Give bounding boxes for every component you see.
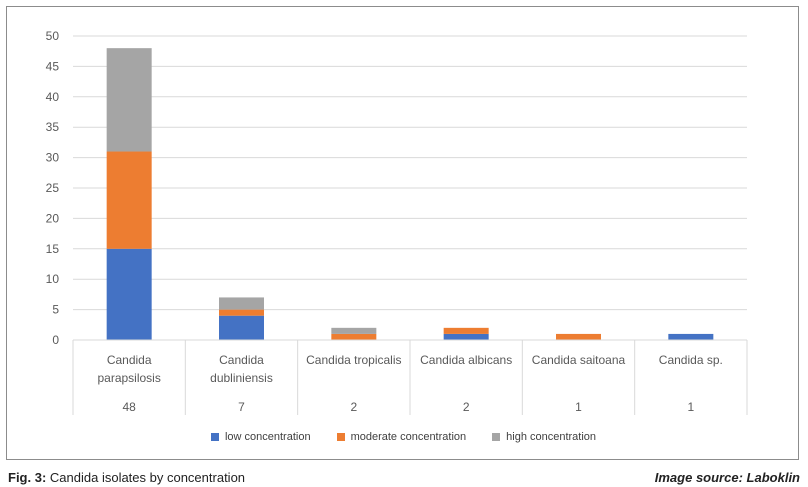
bar-segment xyxy=(106,248,152,340)
y-tick-label: 15 xyxy=(46,242,60,256)
category-total-label: 1 xyxy=(687,400,694,414)
y-tick-label: 50 xyxy=(46,29,60,43)
figure-caption: Fig. 3: Candida isolates by concentratio… xyxy=(8,470,245,485)
y-tick-label: 10 xyxy=(46,272,60,286)
bar-segment xyxy=(331,327,377,334)
caption-label: Fig. 3: xyxy=(8,470,47,485)
category-total-label: 2 xyxy=(463,400,470,414)
x-category-label: Candida tropicalis xyxy=(306,353,401,367)
x-category-label: Candida xyxy=(219,353,264,367)
source-text: Laboklin xyxy=(746,470,800,485)
bar-segment xyxy=(443,327,489,334)
legend-swatch-high xyxy=(492,433,501,441)
legend-swatch-low xyxy=(210,433,219,441)
bar-segment xyxy=(106,151,152,249)
y-tick-label: 0 xyxy=(52,333,59,347)
chart-legend: low concentration moderate concentration… xyxy=(7,431,800,443)
bar-segment xyxy=(668,333,714,340)
legend-item-high: high concentration xyxy=(492,431,596,443)
legend-label-low: low concentration xyxy=(224,431,311,443)
y-tick-label: 5 xyxy=(52,303,59,317)
y-tick-label: 25 xyxy=(46,181,60,195)
category-total-label: 7 xyxy=(238,400,245,414)
image-source: Image source: Laboklin xyxy=(655,470,800,485)
bar-segment xyxy=(556,333,601,340)
y-tick-label: 40 xyxy=(46,90,60,104)
stacked-bar-chart: 0 5 10 15 20 25 30 35 40 45 50 Candida parapsilosis 4… xyxy=(46,29,748,415)
legend-item-moderate: moderate concentration xyxy=(336,431,467,443)
bar-segment xyxy=(443,333,489,340)
chart-frame: 0 5 10 15 20 25 30 35 40 45 50 Candida parapsilosis 4… xyxy=(6,6,799,460)
bar-segment xyxy=(331,333,377,340)
legend-label-high: high concentration xyxy=(506,431,597,443)
bar-segment xyxy=(219,297,264,310)
x-category-label: Candida albicans xyxy=(420,353,512,367)
legend-label-moderate: moderate concentration xyxy=(350,431,467,443)
x-category-label: parapsilosis xyxy=(97,371,160,385)
y-tick-label: 20 xyxy=(46,211,60,225)
legend-item-low: low concentration xyxy=(210,431,311,443)
category-total-label: 1 xyxy=(575,400,582,414)
y-tick-label: 35 xyxy=(46,120,60,134)
category-total-label: 48 xyxy=(122,400,136,414)
x-category-label: Candida xyxy=(107,353,152,367)
x-category-label: dubliniensis xyxy=(210,371,273,385)
category-total-label: 2 xyxy=(350,400,357,414)
bar-segment xyxy=(219,309,264,316)
y-tick-label: 45 xyxy=(46,59,60,73)
caption-text: Candida isolates by concentration xyxy=(49,470,246,485)
bar-segment xyxy=(106,48,152,152)
bar-segment xyxy=(219,315,264,340)
y-tick-label: 30 xyxy=(46,151,60,165)
legend-swatch-moderate xyxy=(336,433,345,441)
x-category-label: Candida sp. xyxy=(659,353,723,367)
source-label: Image source: xyxy=(654,470,743,485)
x-category-label: Candida saitoana xyxy=(532,353,626,367)
